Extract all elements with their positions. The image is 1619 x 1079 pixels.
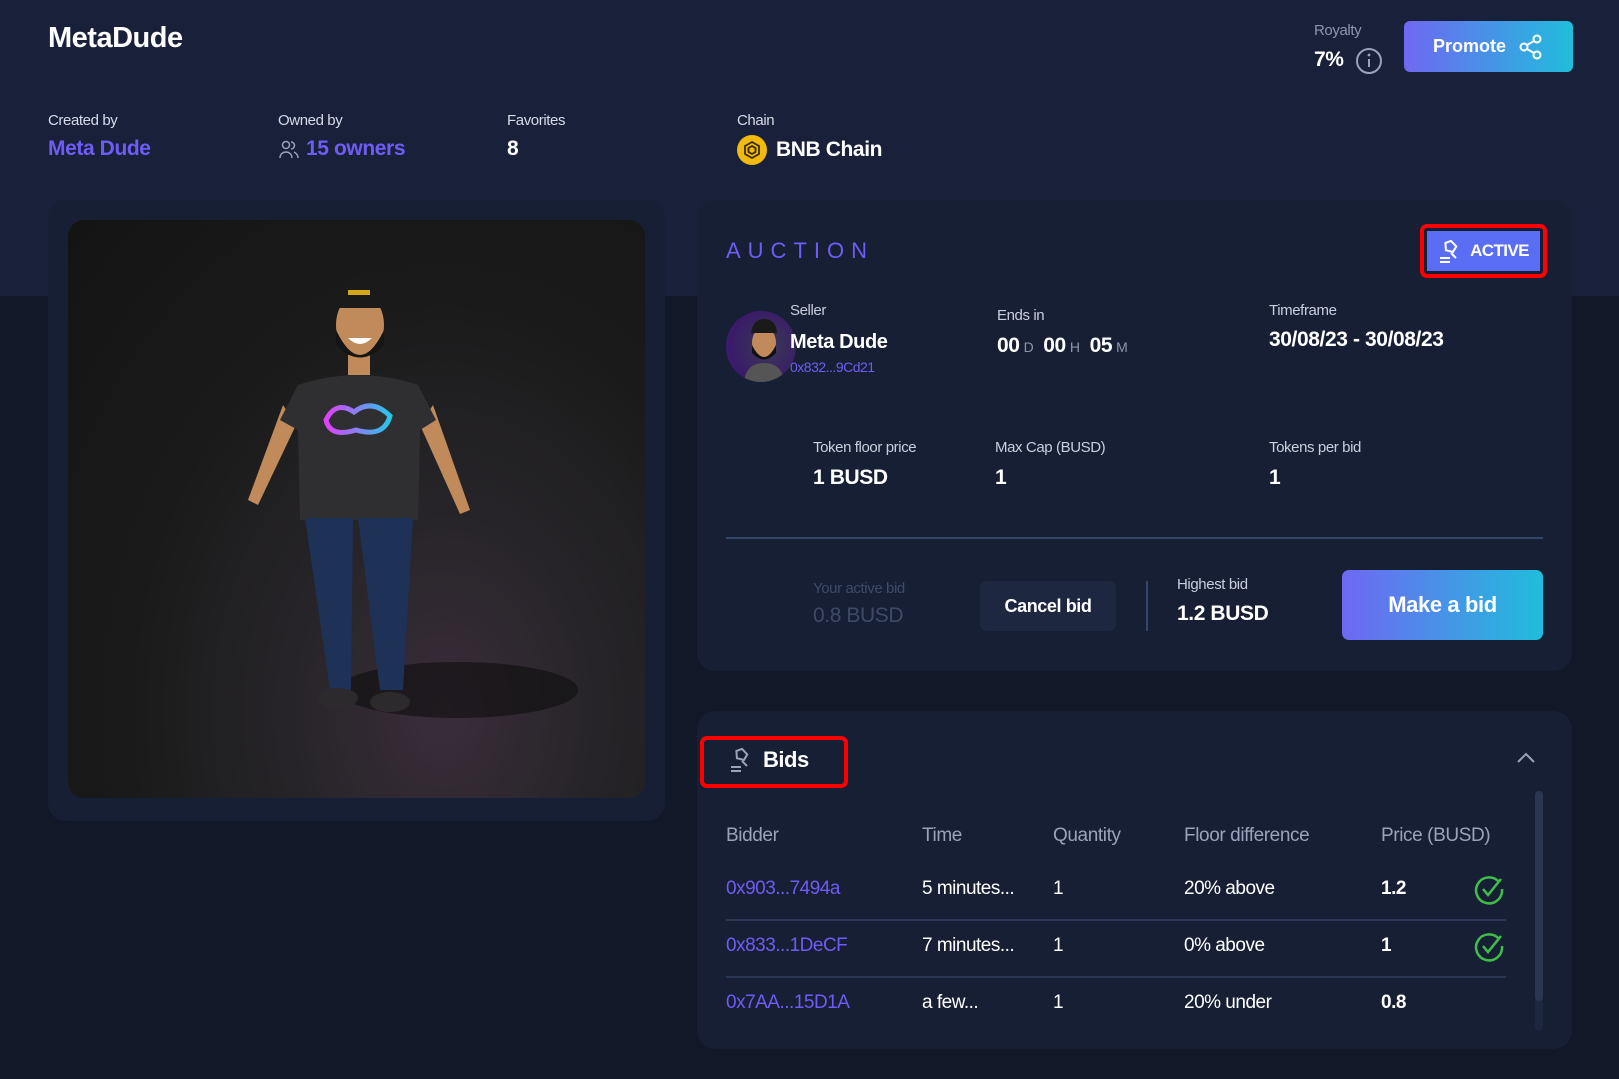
tokens-per-bid-label: Tokens per bid	[1269, 439, 1361, 456]
row-divider	[726, 919, 1506, 921]
chain-label: Chain	[737, 112, 775, 129]
days-unit: D	[1023, 339, 1034, 355]
seller-label: Seller	[790, 302, 826, 319]
status-text: ACTIVE	[1470, 241, 1529, 260]
column-floor-difference: Floor difference	[1184, 825, 1310, 846]
timeframe-value: 30/08/23 - 30/08/23	[1269, 328, 1444, 351]
owners-count: 15 owners	[306, 137, 406, 160]
your-bid-label: Your active bid	[813, 580, 905, 597]
created-by-label: Created by	[48, 112, 118, 129]
column-time: Time	[922, 825, 962, 846]
bid-price: 1	[1381, 935, 1392, 956]
promote-label: Promote	[1432, 36, 1506, 56]
bid-time: 7 minutes...	[922, 935, 1015, 956]
countdown-minutes: 05	[1089, 334, 1113, 357]
your-bid-value: 0.8 BUSD	[813, 604, 904, 627]
character-illustration	[248, 275, 578, 718]
bid-quantity: 1	[1053, 992, 1064, 1013]
cancel-bid-button[interactable]: Cancel bid	[980, 581, 1116, 631]
bid-quantity: 1	[1053, 935, 1064, 956]
countdown-days: 00	[997, 334, 1020, 357]
bid-floor-difference: 20% under	[1184, 992, 1272, 1013]
chevron-up-icon[interactable]	[1515, 751, 1537, 765]
scrollbar-track[interactable]	[1535, 791, 1543, 1031]
bids-header[interactable]: Bids	[729, 747, 809, 773]
gavel-icon	[731, 747, 749, 772]
favorites-value: 8	[507, 137, 519, 160]
info-icon[interactable]	[1355, 47, 1383, 75]
max-cap-label: Max Cap (BUSD)	[995, 439, 1106, 456]
highest-bid-value: 1.2 BUSD	[1177, 602, 1269, 625]
highest-bid-label: Highest bid	[1177, 576, 1248, 593]
countdown: 00 D 00 H 05 M	[997, 334, 1137, 358]
nft-image[interactable]	[68, 220, 645, 798]
floor-price-label: Token floor price	[813, 439, 917, 456]
vertical-separator	[1146, 581, 1148, 631]
bid-time: a few...	[922, 992, 979, 1013]
favorites-label: Favorites	[507, 112, 566, 129]
seller-name: Meta Dude	[790, 331, 888, 353]
divider	[726, 537, 1543, 539]
make-bid-button[interactable]: Make a bid	[1342, 570, 1543, 640]
bids-highlight	[700, 736, 848, 788]
bid-floor-difference: 0% above	[1184, 935, 1265, 956]
check-circle-icon	[1474, 876, 1504, 905]
active-highlight	[1420, 224, 1547, 278]
owned-by-label: Owned by	[278, 112, 343, 129]
promote-button[interactable]: Promote	[1404, 21, 1573, 72]
chain-name: BNB Chain	[776, 138, 883, 161]
seller-address-link[interactable]: 0x832...9Cd21	[790, 359, 875, 375]
chain-value: BNB Chain	[737, 135, 882, 165]
bnb-chain-icon	[737, 135, 767, 165]
users-icon	[279, 140, 299, 159]
status-badge: ACTIVE	[1427, 231, 1540, 271]
bid-price: 0.8	[1381, 992, 1406, 1013]
scrollbar-thumb[interactable]	[1535, 791, 1543, 1001]
countdown-hours: 00	[1043, 334, 1066, 357]
page-title: MetaDude	[48, 22, 183, 54]
royalty-value: 7%	[1314, 48, 1344, 71]
hours-unit: H	[1069, 339, 1080, 355]
gavel-icon	[1440, 239, 1458, 263]
bidder-link[interactable]: 0x7AA...15D1A	[726, 992, 850, 1013]
row-divider	[726, 976, 1506, 978]
nft-image-card	[48, 200, 665, 821]
column-price: Price (BUSD)	[1381, 825, 1491, 846]
minutes-unit: M	[1116, 339, 1128, 355]
ends-in-label: Ends in	[997, 307, 1045, 324]
timeframe-label: Timeframe	[1269, 302, 1337, 319]
royalty-label: Royalty	[1314, 22, 1362, 39]
column-bidder: Bidder	[726, 825, 779, 846]
bid-quantity: 1	[1053, 878, 1064, 899]
column-quantity: Quantity	[1053, 825, 1121, 846]
bid-time: 5 minutes...	[922, 878, 1015, 899]
floor-price-value: 1 BUSD	[813, 466, 888, 489]
bidder-link[interactable]: 0x833...1DeCF	[726, 935, 848, 956]
bid-floor-difference: 20% above	[1184, 878, 1275, 899]
creator-link[interactable]: Meta Dude	[48, 137, 151, 160]
bidder-link[interactable]: 0x903...7494a	[726, 878, 840, 899]
seller-avatar-image	[744, 319, 784, 382]
bids-title: Bids	[763, 747, 809, 772]
auction-card: AUCTION ACTIVE Seller Meta Dude 0x832...…	[697, 200, 1572, 671]
bids-card: Bids Bidder Time Quantity Floor differen…	[697, 711, 1572, 1049]
check-circle-icon	[1474, 933, 1504, 962]
seller-avatar[interactable]	[726, 311, 796, 382]
tokens-per-bid-value: 1	[1269, 466, 1281, 489]
share-icon	[1519, 34, 1542, 59]
owners-link[interactable]: 15 owners	[278, 137, 406, 161]
bid-price: 1.2	[1381, 878, 1406, 899]
auction-title: AUCTION	[726, 238, 874, 263]
max-cap-value: 1	[995, 466, 1007, 489]
